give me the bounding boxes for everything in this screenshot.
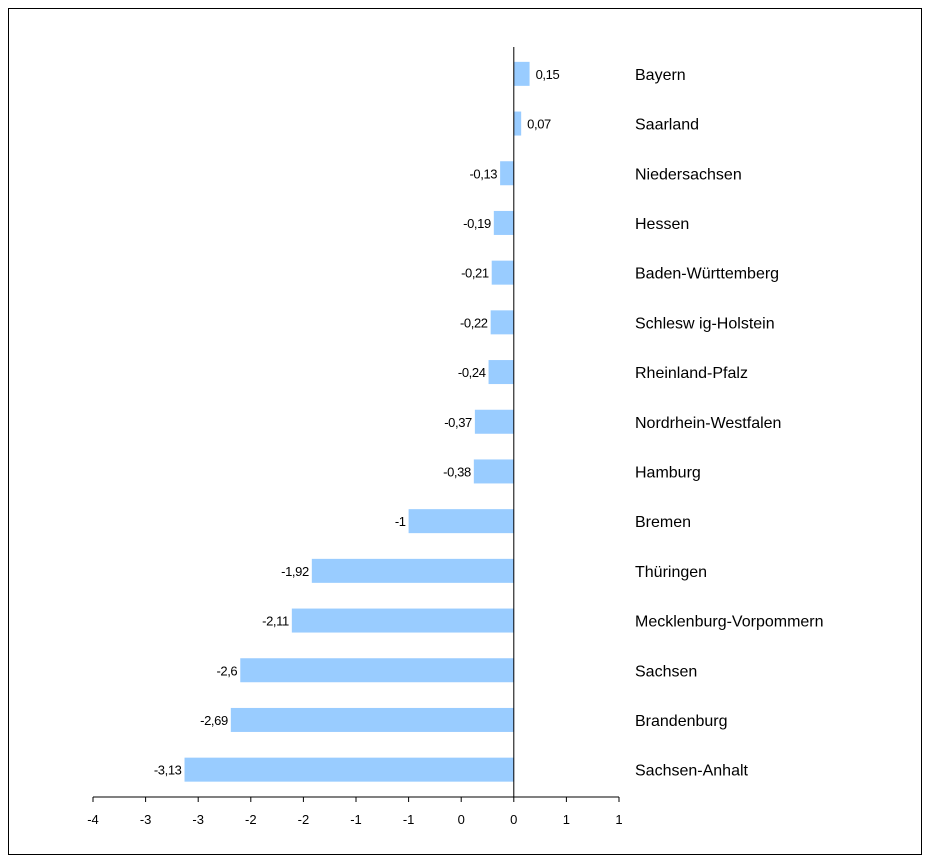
category-label-0: Bayern (635, 67, 686, 84)
data-label-11: -2,11 (262, 614, 289, 629)
category-label-6: Rheinland-Pfalz (635, 365, 748, 382)
data-label-5: -0,22 (460, 315, 488, 330)
data-label-13: -2,69 (200, 713, 228, 728)
x-tick-label-3: -2 (245, 812, 257, 827)
data-label-10: -1,92 (281, 564, 309, 579)
data-label-8: -0,38 (443, 464, 471, 479)
category-label-10: Thüringen (635, 564, 707, 581)
x-tick-label-9: 1 (563, 812, 570, 827)
bar-1 (513, 111, 522, 136)
data-label-3: -0,19 (463, 216, 491, 231)
bar-8 (473, 459, 514, 484)
bar-0 (513, 61, 530, 86)
bar-10 (311, 558, 514, 583)
bar-6 (488, 360, 514, 385)
category-label-4: Baden-Württemberg (635, 266, 779, 283)
x-tick-label-1: -3 (140, 812, 152, 827)
bars-group (184, 61, 530, 782)
data-label-12: -2,6 (216, 663, 237, 678)
data-label-4: -0,21 (461, 266, 489, 281)
bar-7 (474, 409, 514, 434)
data-label-0: 0,15 (536, 67, 560, 82)
bar-13 (230, 707, 514, 732)
x-tick-label-6: -1 (403, 812, 415, 827)
x-ticks-group: -4 -3 -3 -2 -2 -1 -1 0 0 1 1 (87, 797, 623, 827)
x-tick-label-0: -4 (87, 812, 99, 827)
data-labels-group: 0,15 0,07 -0,13 -0,19 -0,21 -0,22 -0,24 -0,37 -0… (154, 67, 560, 778)
category-label-11: Mecklenburg-Vorpommern (635, 614, 824, 631)
bar-14 (184, 757, 514, 782)
category-label-5: Schlesw ig-Holstein (635, 315, 775, 332)
bar-2 (500, 161, 514, 186)
bar-4 (491, 260, 514, 285)
x-tick-label-7: 0 (458, 812, 465, 827)
data-label-9: -1 (395, 514, 406, 529)
x-tick-label-2: -3 (192, 812, 204, 827)
x-tick-label-4: -2 (298, 812, 310, 827)
category-label-1: Saarland (635, 117, 699, 134)
bar-12 (240, 658, 514, 683)
category-label-12: Sachsen (635, 663, 697, 680)
bar-3 (493, 210, 514, 235)
category-label-8: Hamburg (635, 464, 701, 481)
category-label-13: Brandenburg (635, 713, 728, 730)
bar-9 (408, 509, 514, 534)
category-label-9: Bremen (635, 514, 691, 531)
category-labels-group: Bayern Saarland Niedersachsen Hessen Baden-W… (635, 67, 824, 780)
data-label-7: -0,37 (444, 415, 472, 430)
bar-5 (490, 310, 514, 335)
x-tick-label-10: 1 (615, 812, 622, 827)
data-label-1: 0,07 (527, 117, 551, 132)
category-label-14: Sachsen-Anhalt (635, 763, 749, 780)
category-label-3: Hessen (635, 216, 689, 233)
category-label-2: Niedersachsen (635, 166, 742, 183)
data-label-6: -0,24 (458, 365, 486, 380)
data-label-2: -0,13 (469, 166, 497, 181)
data-label-14: -3,13 (154, 763, 182, 778)
x-tick-label-5: -1 (350, 812, 362, 827)
bar-11 (291, 608, 514, 633)
x-tick-label-8: 0 (510, 812, 517, 827)
category-label-7: Nordrhein-Westfalen (635, 415, 781, 432)
